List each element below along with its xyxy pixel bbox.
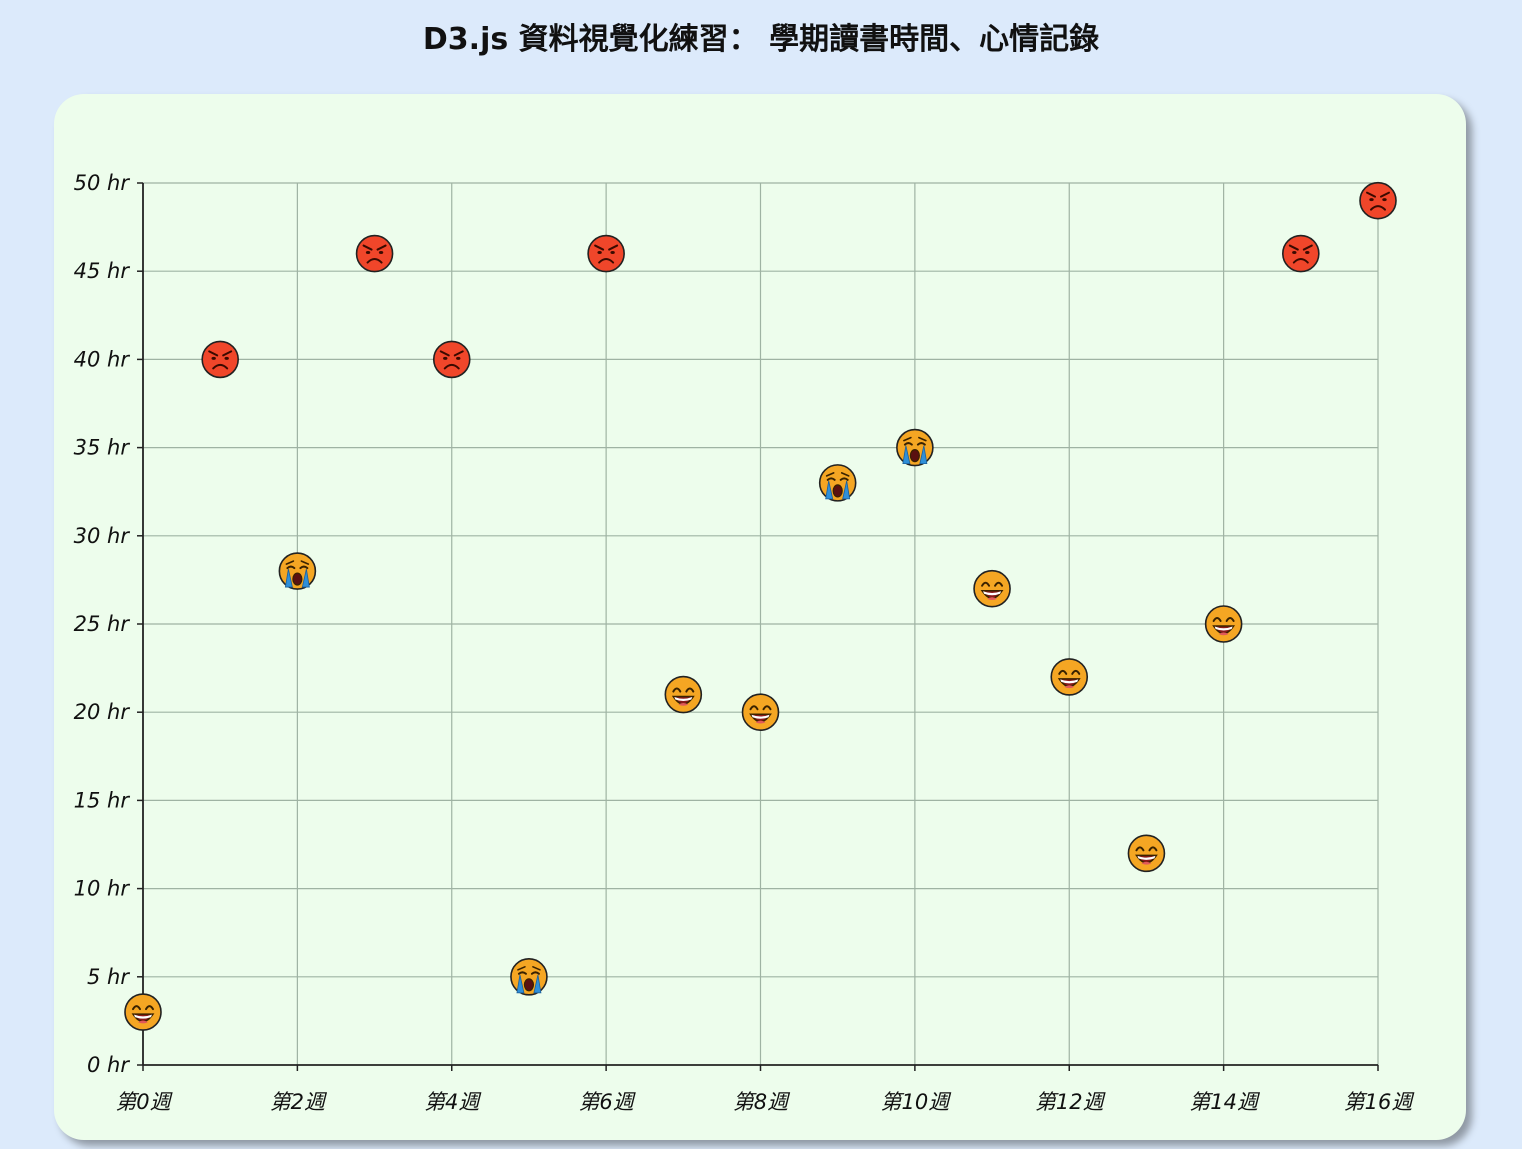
happy-face-point [1204,605,1243,643]
x-tick-label: 第8週 [733,1090,791,1114]
page-title: D3.js 資料視覺化練習： 學期讀書時間、心情記錄 [422,22,1100,57]
y-tick-label: 5 hr [87,965,130,989]
happy-face-point [124,993,162,1031]
crying-face-point [896,428,934,467]
angry-face-point [432,340,471,379]
y-axis-tick-labels: 0 hr 5 hr 10 hr 15 hr 20 hr 25 hr 30 hr 35 hr 40… [74,171,131,1077]
x-tick-label: 第10週 [881,1090,953,1114]
y-tick-label: 0 hr [87,1053,130,1077]
angry-face-point [1359,181,1397,220]
y-tick-label: 10 hr [74,877,131,901]
crying-face-point [278,552,317,590]
y-tick-label: 30 hr [74,524,131,548]
y-tick-label: 40 hr [74,347,131,371]
x-tick-label: 第12週 [1035,1090,1107,1114]
y-tick-label: 45 hr [74,259,131,283]
happy-face-point [973,569,1011,608]
y-tick-label: 50 hr [74,171,131,195]
angry-face-point [587,234,625,273]
crying-face-point [818,464,857,502]
angry-face-point [1282,234,1320,273]
x-tick-label: 第4週 [424,1090,482,1114]
angry-face-point [201,340,239,379]
y-tick-label: 35 hr [74,436,131,460]
chart-card: 第0週 第2週 第4週 第6週 第8週 第10週 第12週 第14週 第16週 0 hr 5 hr… [54,94,1466,1140]
data-points [124,181,1397,1031]
x-tick-label: 第6週 [578,1090,636,1114]
happy-face-point [1127,834,1166,873]
x-tick-label: 第0週 [115,1090,173,1114]
angry-face-point [355,234,394,273]
x-axis-tick-labels: 第0週 第2週 第4週 第6週 第8週 第10週 第12週 第14週 第16週 [115,1090,1415,1114]
y-tick-label: 20 hr [74,700,131,724]
happy-face-point [741,693,780,732]
happy-face-point [1050,658,1089,696]
scatter-chart: 第0週 第2週 第4週 第6週 第8週 第10週 第12週 第14週 第16週 0 hr 5 hr… [74,171,1416,1114]
y-tick-label: 25 hr [74,612,131,636]
grid-lines [143,182,1379,1065]
x-tick-label: 第2週 [270,1090,328,1114]
crying-face-point [510,957,548,996]
x-tick-label: 第16週 [1344,1090,1416,1114]
y-tick-label: 15 hr [74,788,131,812]
axes [137,182,1379,1071]
x-tick-label: 第14週 [1189,1090,1261,1114]
happy-face-point [664,675,703,714]
